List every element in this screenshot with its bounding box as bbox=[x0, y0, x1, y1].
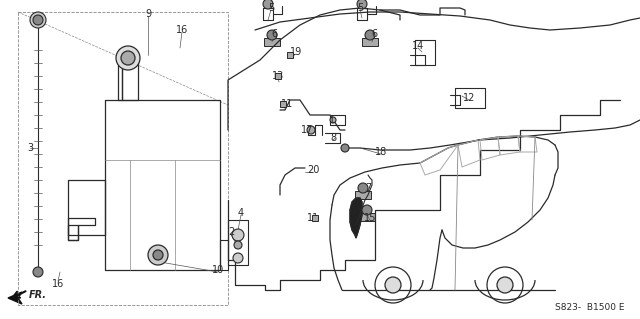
Circle shape bbox=[234, 241, 242, 249]
Circle shape bbox=[385, 277, 401, 293]
Text: 16: 16 bbox=[176, 25, 188, 35]
Bar bbox=[275, 73, 281, 79]
Circle shape bbox=[116, 46, 140, 70]
Bar bbox=[359, 213, 375, 221]
Bar bbox=[312, 215, 318, 221]
Text: 4: 4 bbox=[238, 208, 244, 218]
Text: 5: 5 bbox=[357, 3, 363, 13]
Text: 10: 10 bbox=[212, 265, 224, 275]
Circle shape bbox=[233, 253, 243, 263]
Circle shape bbox=[497, 277, 513, 293]
Circle shape bbox=[121, 51, 135, 65]
Circle shape bbox=[362, 205, 372, 215]
Circle shape bbox=[358, 183, 368, 193]
Text: 6: 6 bbox=[271, 29, 277, 39]
Text: 3: 3 bbox=[27, 143, 33, 153]
Circle shape bbox=[30, 12, 46, 28]
Text: 12: 12 bbox=[463, 93, 475, 103]
Circle shape bbox=[263, 0, 273, 9]
Polygon shape bbox=[350, 198, 362, 238]
Circle shape bbox=[232, 229, 244, 241]
Text: 5: 5 bbox=[268, 3, 274, 13]
Bar bbox=[280, 101, 286, 107]
Text: 11: 11 bbox=[307, 213, 319, 223]
Text: FR.: FR. bbox=[29, 290, 47, 300]
Bar bbox=[362, 38, 378, 46]
Text: 2: 2 bbox=[228, 227, 234, 237]
Text: 11: 11 bbox=[281, 99, 293, 109]
Text: S823-  B1500 E: S823- B1500 E bbox=[556, 303, 625, 313]
Bar bbox=[355, 191, 371, 199]
Text: 9: 9 bbox=[145, 9, 151, 19]
Circle shape bbox=[33, 267, 43, 277]
Circle shape bbox=[148, 245, 168, 265]
Text: 17: 17 bbox=[301, 125, 313, 135]
Circle shape bbox=[267, 30, 277, 40]
Circle shape bbox=[307, 126, 315, 134]
Circle shape bbox=[330, 117, 336, 123]
Text: 19: 19 bbox=[290, 47, 302, 57]
Text: 14: 14 bbox=[412, 41, 424, 51]
Text: 18: 18 bbox=[375, 147, 387, 157]
Circle shape bbox=[357, 0, 367, 9]
Circle shape bbox=[365, 30, 375, 40]
Text: 15: 15 bbox=[364, 213, 376, 223]
Text: 1: 1 bbox=[329, 115, 335, 125]
Text: 16: 16 bbox=[52, 279, 64, 289]
Text: 8: 8 bbox=[330, 133, 336, 143]
Text: 7: 7 bbox=[365, 183, 371, 193]
Text: 6: 6 bbox=[371, 29, 377, 39]
Circle shape bbox=[153, 250, 163, 260]
Circle shape bbox=[341, 144, 349, 152]
Circle shape bbox=[33, 15, 43, 25]
Polygon shape bbox=[8, 292, 22, 304]
Bar bbox=[287, 52, 293, 58]
Text: 13: 13 bbox=[272, 71, 284, 81]
Text: 20: 20 bbox=[307, 165, 319, 175]
Bar bbox=[68, 225, 78, 240]
Bar bbox=[264, 38, 280, 46]
